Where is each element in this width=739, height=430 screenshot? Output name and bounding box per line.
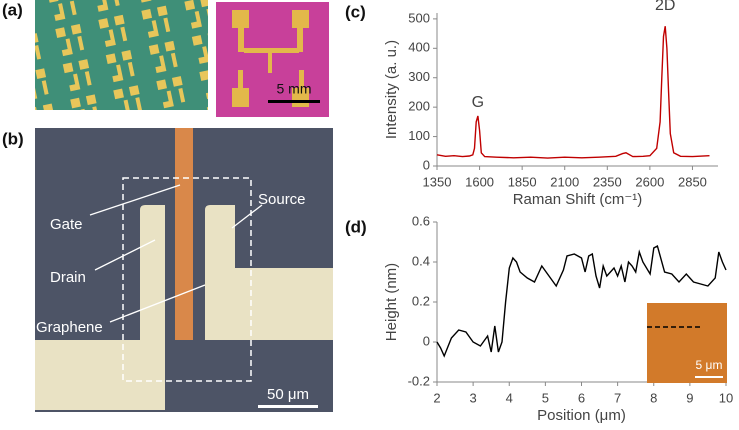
y-axis-label: Height (nm): [383, 263, 400, 341]
y-tick-label: 200: [408, 99, 430, 114]
x-tick-label: 9: [686, 390, 693, 405]
drain-electrode: [35, 205, 165, 410]
y-tick-label: 500: [408, 10, 430, 25]
x-tick-label: 2850: [678, 174, 707, 189]
panel-label: (b): [2, 129, 24, 148]
y-tick-label: 300: [408, 69, 430, 84]
y-tick-label: -0.2: [408, 373, 430, 388]
photo-wafer: [35, 0, 208, 110]
scale-bar: [695, 376, 723, 378]
scale-label: 5 mm: [277, 81, 312, 97]
peak-label: G: [472, 94, 484, 111]
y-axis-label: Intensity (a. u.): [383, 40, 400, 139]
data-line: [436, 26, 710, 159]
y-tick-label: 0.2: [412, 293, 430, 308]
label-drain: Drain: [50, 269, 86, 286]
label-graphene: Graphene: [36, 319, 103, 336]
x-tick-label: 7: [614, 390, 621, 405]
x-tick-label: 2350: [593, 174, 622, 189]
x-tick-label: 1850: [508, 174, 537, 189]
label-source: Source: [258, 191, 306, 208]
x-tick-label: 3: [470, 390, 477, 405]
source-electrode: [205, 205, 333, 340]
label-gate: Gate: [50, 216, 83, 233]
x-tick-label: 2600: [635, 174, 664, 189]
scale-label: 5 μm: [696, 358, 723, 372]
x-tick-label: 1350: [423, 174, 452, 189]
y-tick-label: 0.4: [412, 253, 430, 268]
x-tick-label: 2100: [550, 174, 579, 189]
y-tick-label: 0: [423, 157, 430, 172]
gate-electrode: [175, 128, 193, 340]
peak-label: 2D: [655, 0, 675, 14]
afm-inset: [647, 303, 727, 383]
dashed-box: [122, 177, 252, 382]
x-axis-label: Raman Shift (cm⁻¹): [513, 191, 643, 208]
x-tick-label: 1600: [465, 174, 494, 189]
y-tick-label: 0.6: [412, 213, 430, 228]
scale-bar: [268, 100, 320, 103]
x-tick-label: 2: [433, 390, 440, 405]
scale-label: 50 μm: [267, 386, 309, 403]
x-tick-label: 6: [578, 390, 585, 405]
x-tick-label: 5: [542, 390, 549, 405]
y-tick-label: 100: [408, 128, 430, 143]
panel-label: (c): [345, 2, 366, 21]
data-line: [436, 244, 727, 358]
y-tick-label: 400: [408, 40, 430, 55]
scale-bar: [258, 405, 318, 408]
panel-label: (d): [345, 217, 367, 236]
x-tick-label: 4: [506, 390, 513, 405]
x-axis-label: Position (μm): [537, 407, 626, 424]
y-tick-label: 0: [423, 333, 430, 348]
x-tick-label: 10: [719, 390, 733, 405]
panel-label: (a): [2, 0, 23, 19]
callout-lines: [89, 184, 263, 323]
x-tick-label: 8: [650, 390, 657, 405]
